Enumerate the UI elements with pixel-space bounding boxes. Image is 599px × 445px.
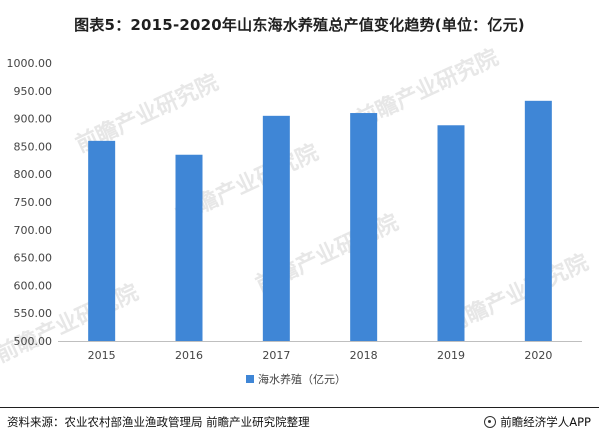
y-tick-label: 800.00 <box>14 168 53 181</box>
y-tick-label: 950.00 <box>14 85 53 98</box>
legend: 海水养殖（亿元） <box>246 372 346 386</box>
bar-2017 <box>262 115 290 341</box>
x-tick-label: 2019 <box>437 349 465 362</box>
y-tick-label: 650.00 <box>14 252 53 265</box>
y-tick-label: 550.00 <box>14 307 53 320</box>
x-axis: 2015 2016 2017 2018 2019 2020 <box>58 341 582 362</box>
brand-text: 前瞻经济学人APP <box>500 415 591 429</box>
y-tick-label: 1000.00 <box>7 57 53 70</box>
y-tick-label: 500.00 <box>14 335 53 348</box>
x-tick-label: 2016 <box>175 349 203 362</box>
y-tick-label: 600.00 <box>14 279 53 292</box>
watermark-text: 前瞻产业研究院 <box>0 279 142 368</box>
y-tick-label: 750.00 <box>14 196 53 209</box>
x-tick-label: 2015 <box>88 349 116 362</box>
source-note: 资料来源：农业农村部渔业渔政管理局 前瞻产业研究院整理 <box>7 415 310 429</box>
footer-bar: 资料来源：农业农村部渔业渔政管理局 前瞻产业研究院整理 前瞻经济学人APP <box>0 407 599 437</box>
bar-2018 <box>350 113 378 341</box>
y-tick-label: 900.00 <box>14 113 53 126</box>
chart-title: 图表5：2015-2020年山东海水养殖总产值变化趋势(单位：亿元) <box>74 16 525 34</box>
x-tick-label: 2020 <box>524 349 552 362</box>
bar-2019 <box>437 125 465 341</box>
bar-2016 <box>175 154 203 341</box>
legend-swatch <box>246 375 254 383</box>
qianzhan-logo-icon <box>484 416 497 428</box>
y-axis: 500.00 550.00 600.00 650.00 700.00 750.00 800.… <box>7 57 53 348</box>
x-tick-label: 2018 <box>350 349 378 362</box>
x-tick-label: 2017 <box>262 349 290 362</box>
bar-2015 <box>88 140 116 341</box>
y-tick-label: 850.00 <box>14 140 53 153</box>
bar-series <box>88 100 552 341</box>
legend-label: 海水养殖（亿元） <box>258 372 346 386</box>
brand-label: 前瞻经济学人APP <box>484 414 591 430</box>
y-tick-label: 700.00 <box>14 224 53 237</box>
bar-2020 <box>524 100 552 341</box>
